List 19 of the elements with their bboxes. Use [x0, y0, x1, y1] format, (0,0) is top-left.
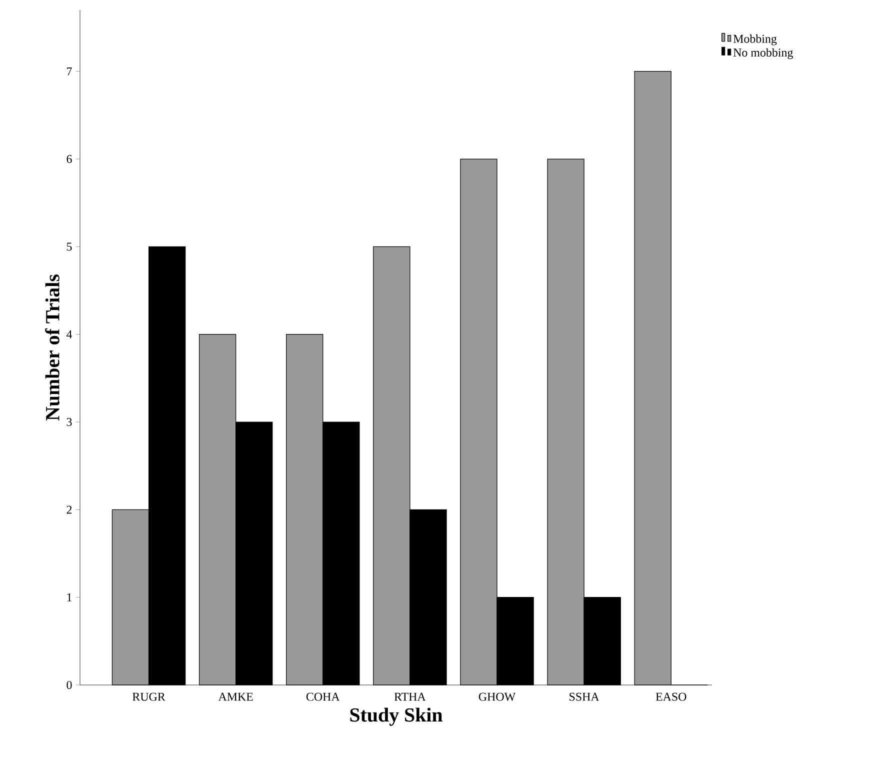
y-tick-label: 1: [67, 593, 72, 602]
y-tick-label: 4: [66, 330, 72, 338]
y-tick-label: 5: [66, 242, 72, 251]
y-tick-label: 7: [67, 67, 72, 76]
legend-label: Mobbing: [733, 34, 777, 46]
x-axis-title: Study Skin: [350, 708, 442, 726]
x-tick-label: COHA: [306, 692, 340, 701]
x-tick-label: RTHA: [394, 692, 426, 701]
y-tick-label: 3: [66, 418, 72, 426]
y-axis-title: Number of Trials: [45, 274, 60, 421]
x-tick-label: EASO: [656, 692, 686, 701]
x-tick-label: SSHA: [570, 692, 600, 701]
legend-label: No mobbing: [733, 48, 793, 60]
x-tick-label: RUGR: [132, 692, 166, 701]
x-tick-label: GHOW: [478, 692, 516, 701]
y-tick-label: 2: [66, 506, 72, 514]
y-tick-label: 0: [66, 680, 72, 690]
x-tick-label: AMKE: [218, 692, 253, 701]
y-tick-label: 6: [66, 154, 72, 164]
